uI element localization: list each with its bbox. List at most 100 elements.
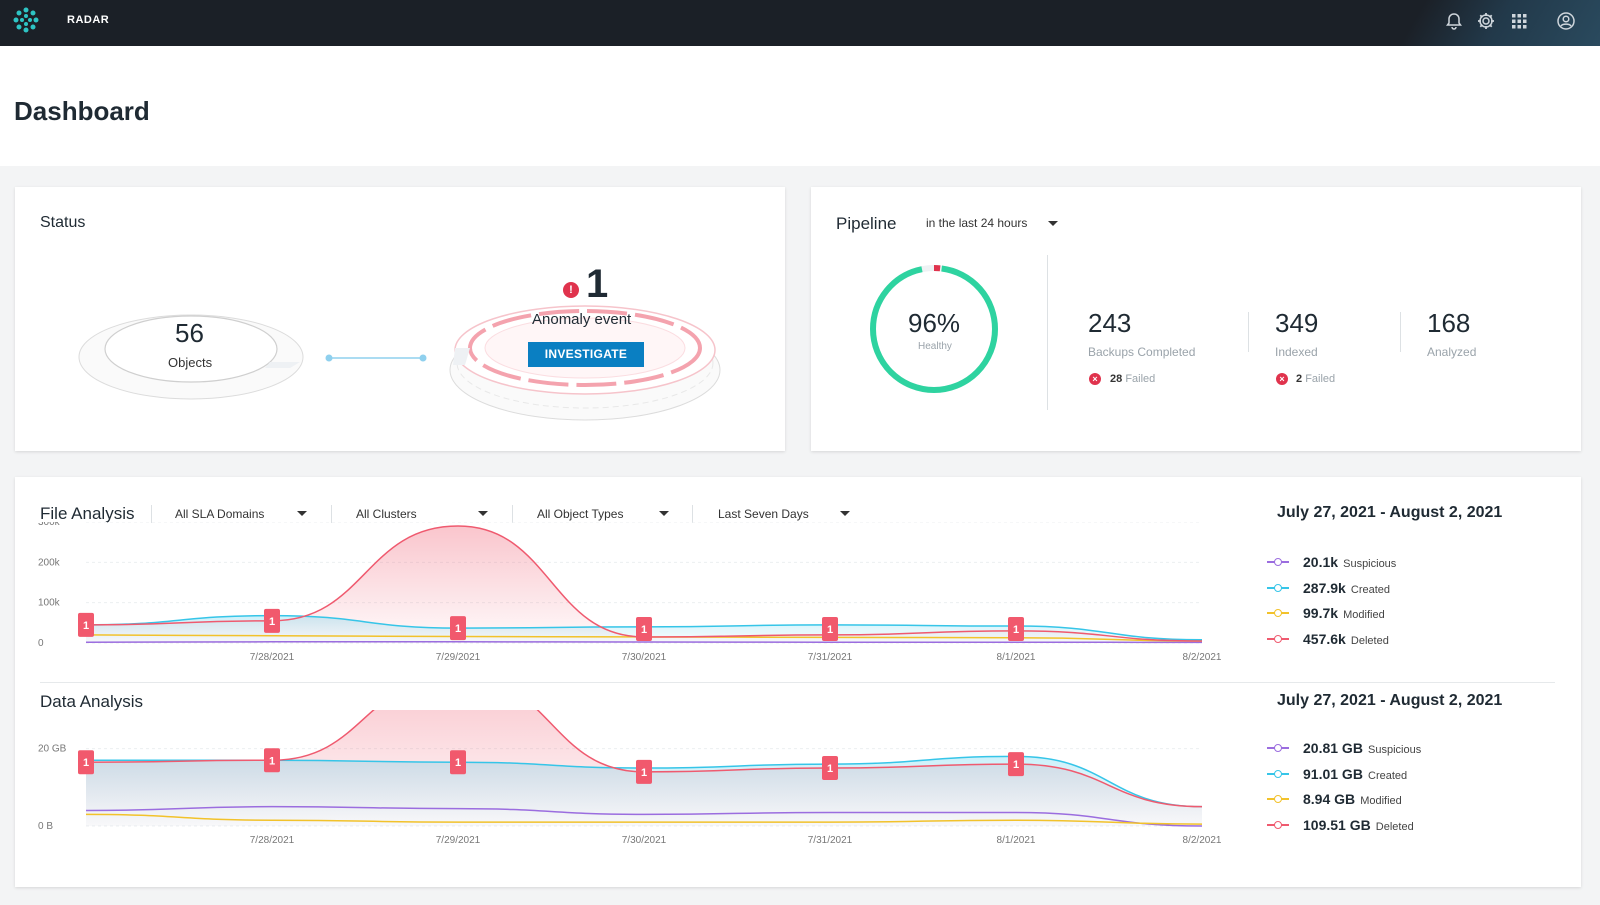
y-tick-label: 300k: [38, 522, 61, 528]
x-tick-label: 7/31/2021: [808, 835, 853, 846]
gear-icon[interactable]: [1475, 10, 1497, 32]
y-tick-label: 0: [38, 638, 44, 649]
chevron-down-icon[interactable]: [840, 511, 850, 516]
y-tick-label: 100k: [38, 598, 61, 609]
x-tick-label: 8/1/2021: [997, 835, 1036, 846]
y-tick-label: 200k: [38, 557, 61, 568]
legend-item-modified[interactable]: 8.94 GB Modified: [1267, 791, 1517, 809]
health-percent: 96%: [908, 308, 961, 338]
top-navbar: RADAR: [0, 0, 1600, 46]
svg-text:1: 1: [641, 624, 647, 636]
legend-item-modified[interactable]: 99.7k Modified: [1267, 605, 1517, 623]
x-tick-label: 7/28/2021: [250, 652, 295, 663]
chevron-down-icon[interactable]: [659, 511, 669, 516]
svg-text:1: 1: [1013, 624, 1019, 636]
pipeline-card: Pipeline in the last 24 hours: [811, 187, 1581, 451]
series-area-created: [86, 756, 1202, 826]
indexed-label: Indexed: [1275, 345, 1318, 359]
event-marker: 1: [636, 617, 652, 641]
pipeline-divider: [1400, 312, 1401, 352]
legend-item-created[interactable]: 91.01 GB Created: [1267, 766, 1517, 784]
alert-icon: !: [563, 282, 579, 298]
indexed-count: 349: [1275, 308, 1319, 338]
failed-icon: ×: [1276, 373, 1288, 385]
period-dropdown[interactable]: Last Seven Days: [718, 507, 809, 521]
svg-text:1: 1: [827, 624, 833, 636]
series-area-deleted: [86, 526, 1202, 643]
svg-text:1: 1: [1013, 759, 1019, 771]
x-tick-label: 7/30/2021: [622, 652, 667, 663]
svg-text:1: 1: [269, 616, 275, 628]
health-label: Healthy: [918, 341, 952, 352]
x-tick-label: 7/30/2021: [622, 835, 667, 846]
x-tick-label: 8/2/2021: [1183, 652, 1222, 663]
legend-item-created[interactable]: 287.9k Created: [1267, 580, 1517, 598]
event-marker: 1: [636, 759, 652, 784]
filter-divider: [151, 505, 152, 523]
deleted-legend-icon: [1267, 634, 1289, 643]
created-legend-icon: [1267, 583, 1289, 592]
apps-grid-icon[interactable]: [1508, 10, 1530, 32]
investigate-button[interactable]: INVESTIGATE: [528, 342, 644, 367]
legend-item-deleted[interactable]: 457.6k Deleted: [1267, 631, 1517, 649]
chevron-down-icon[interactable]: [1048, 221, 1058, 226]
series-line-suspicious: [85, 805, 1203, 827]
event-marker: 1: [822, 756, 838, 780]
svg-text:1: 1: [83, 620, 89, 632]
x-tick-label: 8/1/2021: [997, 652, 1036, 663]
backups-completed-count: 243: [1088, 308, 1132, 338]
chevron-down-icon[interactable]: [478, 511, 488, 516]
section-divider: [40, 682, 1555, 683]
legend-item-deleted[interactable]: 109.51 GB Deleted: [1267, 817, 1517, 835]
event-marker: 1: [78, 612, 94, 637]
failed-icon: ×: [1089, 373, 1101, 385]
event-marker: 1: [450, 616, 466, 641]
user-icon[interactable]: [1555, 10, 1577, 32]
backups-failed[interactable]: 28 Failed: [1110, 373, 1156, 385]
y-tick-label: 0 B: [38, 821, 53, 832]
analyzed-label: Analyzed: [1427, 345, 1477, 359]
x-tick-label: 7/29/2021: [436, 652, 481, 663]
filter-divider: [331, 505, 332, 523]
clusters-dropdown[interactable]: All Clusters: [356, 507, 417, 521]
navbar-decoration: [1340, 0, 1600, 46]
legend-item-suspicious[interactable]: 20.81 GB Suspicious: [1267, 740, 1517, 758]
x-tick-label: 7/31/2021: [808, 652, 853, 663]
suspicious-legend-icon: [1267, 744, 1289, 752]
sla-domain-dropdown[interactable]: All SLA Domains: [175, 507, 265, 521]
suspicious-legend-icon: [1267, 558, 1289, 566]
legend-item-suspicious[interactable]: 20.1k Suspicious: [1267, 554, 1517, 572]
event-marker: 1: [1008, 617, 1024, 641]
indexed-failed[interactable]: 2 Failed: [1296, 373, 1336, 385]
event-marker: 1: [1008, 752, 1024, 777]
event-marker: 1: [78, 750, 94, 775]
timeframe-dropdown[interactable]: in the last 24 hours: [926, 216, 1028, 230]
page-header: [0, 46, 1600, 166]
x-tick-label: 7/29/2021: [436, 835, 481, 846]
svg-text:1: 1: [641, 767, 647, 779]
bell-icon[interactable]: [1443, 10, 1465, 32]
created-legend-icon: [1267, 769, 1289, 778]
radar-logo-icon[interactable]: [12, 6, 40, 34]
health-arc: [870, 265, 998, 393]
svg-text:1: 1: [83, 757, 89, 769]
series-line-suspicious: [85, 641, 1203, 644]
deleted-legend-icon: [1267, 820, 1289, 829]
event-marker: 1: [264, 748, 280, 773]
svg-text:1: 1: [269, 755, 275, 767]
objects-count: 56: [175, 318, 204, 348]
file-analysis-title: File Analysis: [40, 504, 135, 523]
file-analysis-date-range: July 27, 2021 - August 2, 2021: [1277, 504, 1503, 521]
object-types-dropdown[interactable]: All Object Types: [537, 507, 624, 521]
brand-name: RADAR: [67, 14, 110, 26]
chevron-down-icon[interactable]: [297, 511, 307, 516]
filter-divider: [512, 505, 513, 523]
modified-legend-icon: [1267, 609, 1289, 617]
event-marker: 1: [264, 608, 280, 633]
event-marker: 1: [822, 617, 838, 641]
backups-completed-label: Backups Completed: [1088, 345, 1196, 359]
health-arc-remainder: [870, 265, 998, 393]
objects-label: Objects: [168, 355, 213, 370]
modified-legend-icon: [1267, 795, 1289, 803]
svg-text:1: 1: [455, 757, 461, 769]
